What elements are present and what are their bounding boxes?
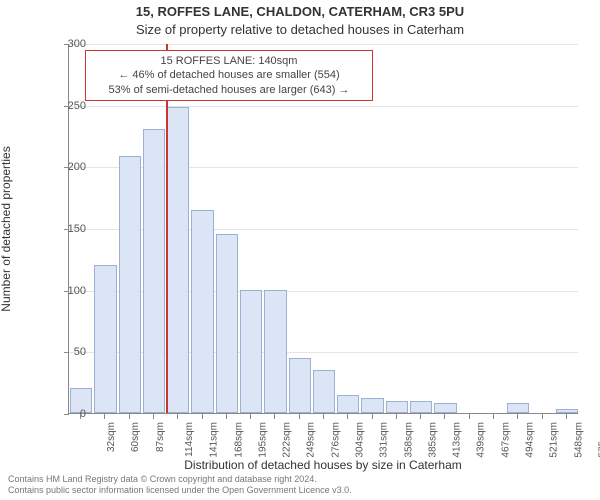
ytick-label: 300 [50,38,86,50]
chart-title-main: 15, ROFFES LANE, CHALDON, CATERHAM, CR3 … [0,4,600,19]
histogram-bar [337,395,359,414]
y-axis-label: Number of detached properties [0,146,13,311]
xtick-mark [274,414,275,419]
callout-line: ← 46% of detached houses are smaller (55… [92,68,366,82]
xtick-label: 87sqm [155,422,166,452]
xtick-mark [202,414,203,419]
xtick-mark [566,414,567,419]
histogram-bar [410,401,432,413]
plot-area: 15 ROFFES LANE: 140sqm← 46% of detached … [68,44,578,414]
histogram-bar [264,290,286,413]
xtick-mark [517,414,518,419]
footer-attribution: Contains HM Land Registry data © Crown c… [8,474,352,496]
xtick-mark [542,414,543,419]
xtick-label: 114sqm [184,422,195,457]
xtick-mark [153,414,154,419]
xtick-label: 385sqm [427,422,438,458]
x-axis-label: Distribution of detached houses by size … [68,458,578,472]
histogram-bar [434,403,456,413]
callout-line: 53% of semi-detached houses are larger (… [92,83,366,97]
histogram-bar [143,129,165,413]
histogram-bar [361,398,383,413]
chart-canvas: 15, ROFFES LANE, CHALDON, CATERHAM, CR3 … [0,0,600,500]
xtick-label: 521sqm [549,422,560,458]
callout-box: 15 ROFFES LANE: 140sqm← 46% of detached … [85,50,373,101]
ytick-label: 50 [50,346,86,358]
xtick-mark [444,414,445,419]
histogram-bar [167,107,189,413]
xtick-label: 467sqm [500,422,511,458]
histogram-bar [191,210,213,414]
xtick-label: 276sqm [330,422,341,458]
chart-title-sub: Size of property relative to detached ho… [0,22,600,37]
xtick-label: 439sqm [476,422,487,458]
footer-line-1: Contains HM Land Registry data © Crown c… [8,474,352,485]
histogram-bar [289,358,311,414]
xtick-label: 331sqm [379,422,390,458]
xtick-label: 141sqm [209,422,220,458]
ytick-label: 250 [50,100,86,112]
xtick-label: 195sqm [257,422,268,458]
callout-line: 15 ROFFES LANE: 140sqm [92,54,366,68]
histogram-bar [94,265,116,413]
histogram-bar [507,403,529,413]
histogram-bar [313,370,335,413]
xtick-mark [469,414,470,419]
histogram-bar [216,234,238,413]
xtick-mark [226,414,227,419]
xtick-mark [129,414,130,419]
ytick-label: 200 [50,161,86,173]
ytick-label: 150 [50,223,86,235]
xtick-label: 304sqm [355,422,366,458]
xtick-label: 222sqm [282,422,293,458]
xtick-label: 413sqm [452,422,463,458]
xtick-mark [250,414,251,419]
xtick-label: 548sqm [573,422,584,458]
xtick-label: 60sqm [130,422,141,452]
xtick-mark [323,414,324,419]
ytick-label: 100 [50,285,86,297]
histogram-bar [556,409,578,413]
xtick-label: 494sqm [525,422,536,458]
xtick-mark [347,414,348,419]
xtick-label: 358sqm [403,422,414,458]
histogram-bar [119,156,141,413]
xtick-mark [299,414,300,419]
xtick-mark [372,414,373,419]
xtick-label: 249sqm [306,422,317,458]
xtick-mark [80,414,81,419]
histogram-bar [240,290,262,413]
xtick-mark [493,414,494,419]
histogram-bar [386,401,408,413]
xtick-mark [396,414,397,419]
xtick-label: 168sqm [233,422,244,458]
xtick-mark [420,414,421,419]
footer-line-2: Contains public sector information licen… [8,485,352,496]
xtick-mark [177,414,178,419]
xtick-label: 32sqm [106,422,117,452]
xtick-mark [104,414,105,419]
